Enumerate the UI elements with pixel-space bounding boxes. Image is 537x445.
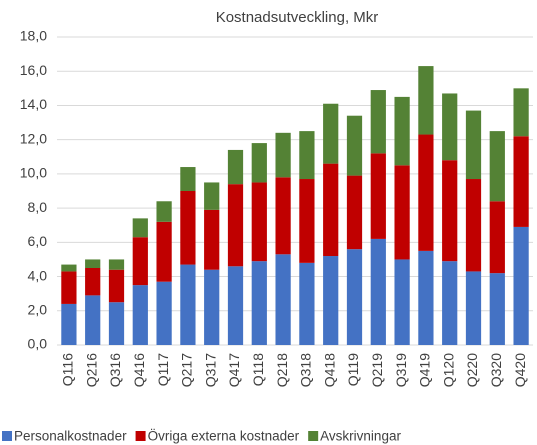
bar-segment (323, 256, 339, 345)
x-tick-label: Q216 (83, 353, 99, 387)
x-tick-label: Q120 (440, 353, 456, 387)
bar-segment (394, 259, 410, 345)
bar-segment (251, 143, 267, 183)
bar-segment (204, 269, 220, 345)
bar-segment (346, 115, 363, 176)
bar-segment (85, 268, 101, 296)
bar-segment (489, 131, 505, 202)
x-tick-label: Q317 (202, 353, 218, 387)
bar-segment (323, 163, 339, 257)
bar-segment (156, 201, 172, 222)
bar-segment (299, 131, 315, 180)
bar-segment (132, 237, 148, 286)
y-tick-label: 0,0 (28, 336, 48, 352)
x-tick-label: Q116 (60, 353, 76, 386)
bar-segment (108, 259, 125, 270)
x-tick-label: Q418 (321, 353, 337, 387)
y-tick-label: 10,0 (20, 165, 47, 181)
x-tick-label: Q419 (417, 353, 433, 387)
legend-label: Avskrivningar (320, 429, 401, 444)
chart-title: Kostnadsutveckling, Mkr (216, 9, 379, 26)
bar-segment (180, 264, 196, 345)
bar-segment (61, 264, 77, 272)
bar-segment (204, 209, 220, 270)
x-tick-label: Q119 (345, 353, 361, 386)
y-tick-label: 16,0 (20, 62, 47, 78)
bar-segment (299, 179, 315, 263)
bar-segment (156, 281, 172, 345)
legend-label: Övriga externa kostnader (148, 429, 300, 444)
bar-segment (204, 182, 220, 210)
bar-segment (275, 254, 291, 345)
y-tick-label: 6,0 (28, 233, 48, 249)
bar-segment (132, 285, 148, 345)
legend-swatch (2, 431, 12, 441)
bar-segment (85, 259, 101, 268)
bar-segment (85, 295, 101, 345)
bar-segment (442, 160, 458, 262)
y-tick-label: 18,0 (20, 28, 47, 44)
x-tick-label: Q420 (512, 353, 528, 387)
bar-segment (418, 66, 434, 135)
bar-segment (370, 90, 386, 154)
x-tick-label: Q219 (369, 353, 385, 387)
legend-label: Personalkostnader (14, 429, 127, 444)
x-tick-label: Q417 (226, 353, 242, 387)
bar-segment (394, 96, 410, 166)
bar-segment (61, 303, 77, 345)
x-tick-label: Q319 (393, 353, 409, 387)
legend-swatch (135, 431, 146, 441)
bar-segment (275, 177, 291, 255)
bar-segment (180, 167, 196, 191)
bar-segment (227, 266, 244, 345)
bar-segment (465, 110, 482, 180)
bar-segment (513, 226, 529, 345)
bar-segment (513, 88, 529, 137)
bar-segment (156, 221, 172, 282)
bar-segment (394, 165, 410, 260)
bar-segment (442, 261, 458, 345)
bar-segment (346, 175, 363, 250)
bar-segment (61, 271, 77, 304)
bar-segment (251, 261, 267, 345)
x-tick-label: Q416 (131, 353, 147, 387)
bar-segment (251, 182, 267, 262)
y-tick-label: 4,0 (28, 267, 48, 283)
y-tick-label: 14,0 (20, 96, 47, 112)
bar-segment (418, 134, 434, 251)
y-tick-label: 2,0 (28, 301, 48, 317)
bar-segment (489, 273, 505, 345)
x-tick-label: Q218 (274, 353, 290, 387)
bar-segment (108, 302, 125, 345)
bar-segment (489, 201, 505, 274)
bar-segment (418, 250, 434, 345)
bar-segment (227, 149, 244, 185)
x-tick-label: Q220 (464, 353, 480, 387)
bar-segment (323, 103, 339, 164)
bar-segment (132, 218, 148, 238)
x-tick-label: Q318 (298, 353, 314, 387)
bar-segment (465, 179, 482, 272)
y-tick-label: 8,0 (28, 199, 48, 215)
bar-segment (346, 249, 363, 345)
bar-segment (370, 153, 386, 239)
x-tick-label: Q117 (155, 353, 171, 386)
bar-segment (299, 262, 315, 345)
x-tick-label: Q217 (179, 353, 195, 387)
bar-segment (108, 269, 125, 303)
x-tick-label: Q118 (250, 353, 266, 386)
bar-segment (180, 191, 196, 265)
bar-segment (275, 132, 291, 178)
x-tick-label: Q320 (488, 353, 504, 387)
legend-swatch (308, 431, 319, 441)
bar-segment (370, 238, 386, 345)
bar-segment (442, 93, 458, 161)
bar-segment (513, 136, 529, 227)
bar-segment (465, 271, 482, 345)
x-tick-label: Q316 (107, 353, 123, 387)
bar-segment (227, 184, 244, 267)
y-tick-label: 12,0 (20, 130, 47, 146)
